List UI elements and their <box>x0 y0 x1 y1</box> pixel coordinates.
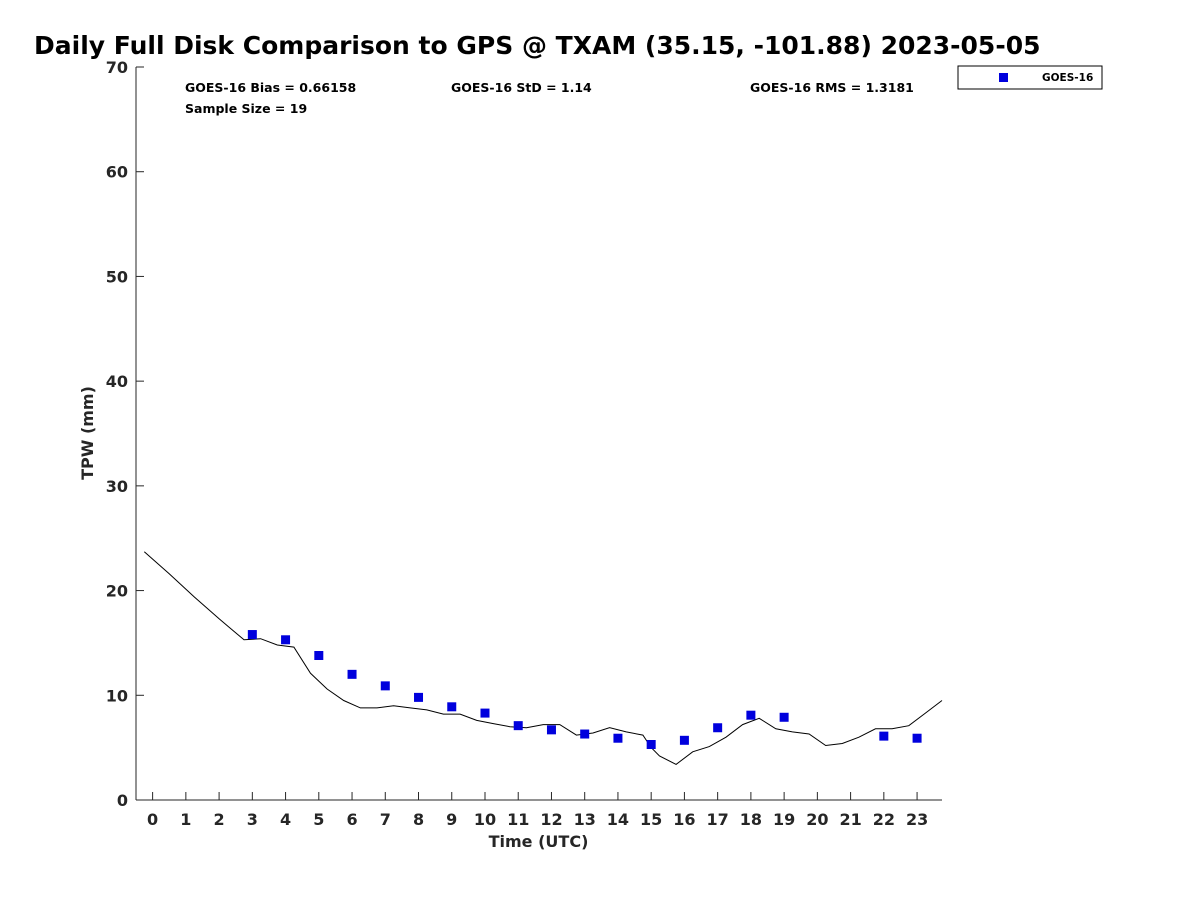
chart-title: Daily Full Disk Comparison to GPS @ TXAM… <box>34 31 1041 60</box>
goes16-point <box>646 740 656 750</box>
std-stat: GOES-16 StD = 1.14 <box>451 80 592 95</box>
goes16-point <box>414 692 424 702</box>
goes16-point <box>314 650 324 660</box>
x-tick-label: 8 <box>413 810 424 829</box>
bias-stat: GOES-16 Bias = 0.66158 <box>185 80 356 95</box>
y-tick-label: 20 <box>106 582 128 601</box>
y-tick-label: 0 <box>117 791 128 810</box>
y-tick-label: 60 <box>106 163 128 182</box>
x-tick-label: 14 <box>607 810 629 829</box>
y-tick-label: 50 <box>106 267 128 286</box>
legend-label-goes16: GOES-16 <box>1042 72 1093 84</box>
goes16-point <box>779 712 789 722</box>
x-tick-label: 17 <box>707 810 729 829</box>
rms-stat: GOES-16 RMS = 1.3181 <box>750 80 914 95</box>
goes16-point <box>546 725 556 735</box>
x-tick-label: 6 <box>346 810 357 829</box>
goes16-point <box>380 681 390 691</box>
gps-line <box>143 551 943 765</box>
x-tick-label: 16 <box>673 810 695 829</box>
goes16-point <box>480 708 490 718</box>
goes16-point <box>347 669 357 679</box>
x-ticks: 0 1 2 3 4 5 6 7 8 9 10 11 12 13 14 15 16 17 18 19 20 21 22 23 <box>147 792 928 829</box>
x-tick-label: 9 <box>446 810 457 829</box>
goes16-point <box>513 721 523 731</box>
goes16-point <box>912 733 922 743</box>
goes16-point <box>746 710 756 720</box>
x-tick-label: 1 <box>180 810 191 829</box>
y-axis-label: TPW (mm) <box>78 386 97 480</box>
goes16-point <box>713 723 723 733</box>
goes16-point <box>580 729 590 739</box>
x-tick-label: 22 <box>873 810 895 829</box>
x-tick-label: 3 <box>247 810 258 829</box>
x-tick-label: 13 <box>574 810 596 829</box>
y-ticks: 0 10 20 30 40 50 60 70 <box>106 58 144 810</box>
x-tick-label: 19 <box>773 810 795 829</box>
y-tick-label: 10 <box>106 686 128 705</box>
x-tick-label: 5 <box>313 810 324 829</box>
x-tick-label: 11 <box>507 810 529 829</box>
legend-marker-goes16 <box>999 73 1008 82</box>
y-tick-label: 70 <box>106 58 128 77</box>
legend: GOES-16 <box>957 65 1103 90</box>
x-axis-label: Time (UTC) <box>489 832 589 851</box>
x-tick-label: 7 <box>380 810 391 829</box>
x-tick-label: 12 <box>540 810 562 829</box>
x-tick-label: 15 <box>640 810 662 829</box>
gps-series <box>143 551 943 765</box>
sample-size-stat: Sample Size = 19 <box>185 101 307 116</box>
x-tick-label: 18 <box>740 810 762 829</box>
x-tick-label: 2 <box>214 810 225 829</box>
y-tick-label: 40 <box>106 372 128 391</box>
x-tick-label: 20 <box>806 810 828 829</box>
goes16-point <box>879 731 889 741</box>
x-tick-label: 21 <box>839 810 861 829</box>
legend-box <box>957 65 1103 90</box>
goes16-point <box>679 735 689 745</box>
goes16-point <box>447 702 457 712</box>
x-tick-label: 0 <box>147 810 158 829</box>
goes16-point <box>281 635 291 645</box>
goes16-point <box>247 630 257 640</box>
plot-axes <box>135 67 942 801</box>
y-tick-label: 30 <box>106 477 128 496</box>
goes16-series <box>247 630 922 750</box>
goes16-point <box>613 733 623 743</box>
x-tick-label: 23 <box>906 810 928 829</box>
x-tick-label: 4 <box>280 810 291 829</box>
x-tick-label: 10 <box>474 810 496 829</box>
